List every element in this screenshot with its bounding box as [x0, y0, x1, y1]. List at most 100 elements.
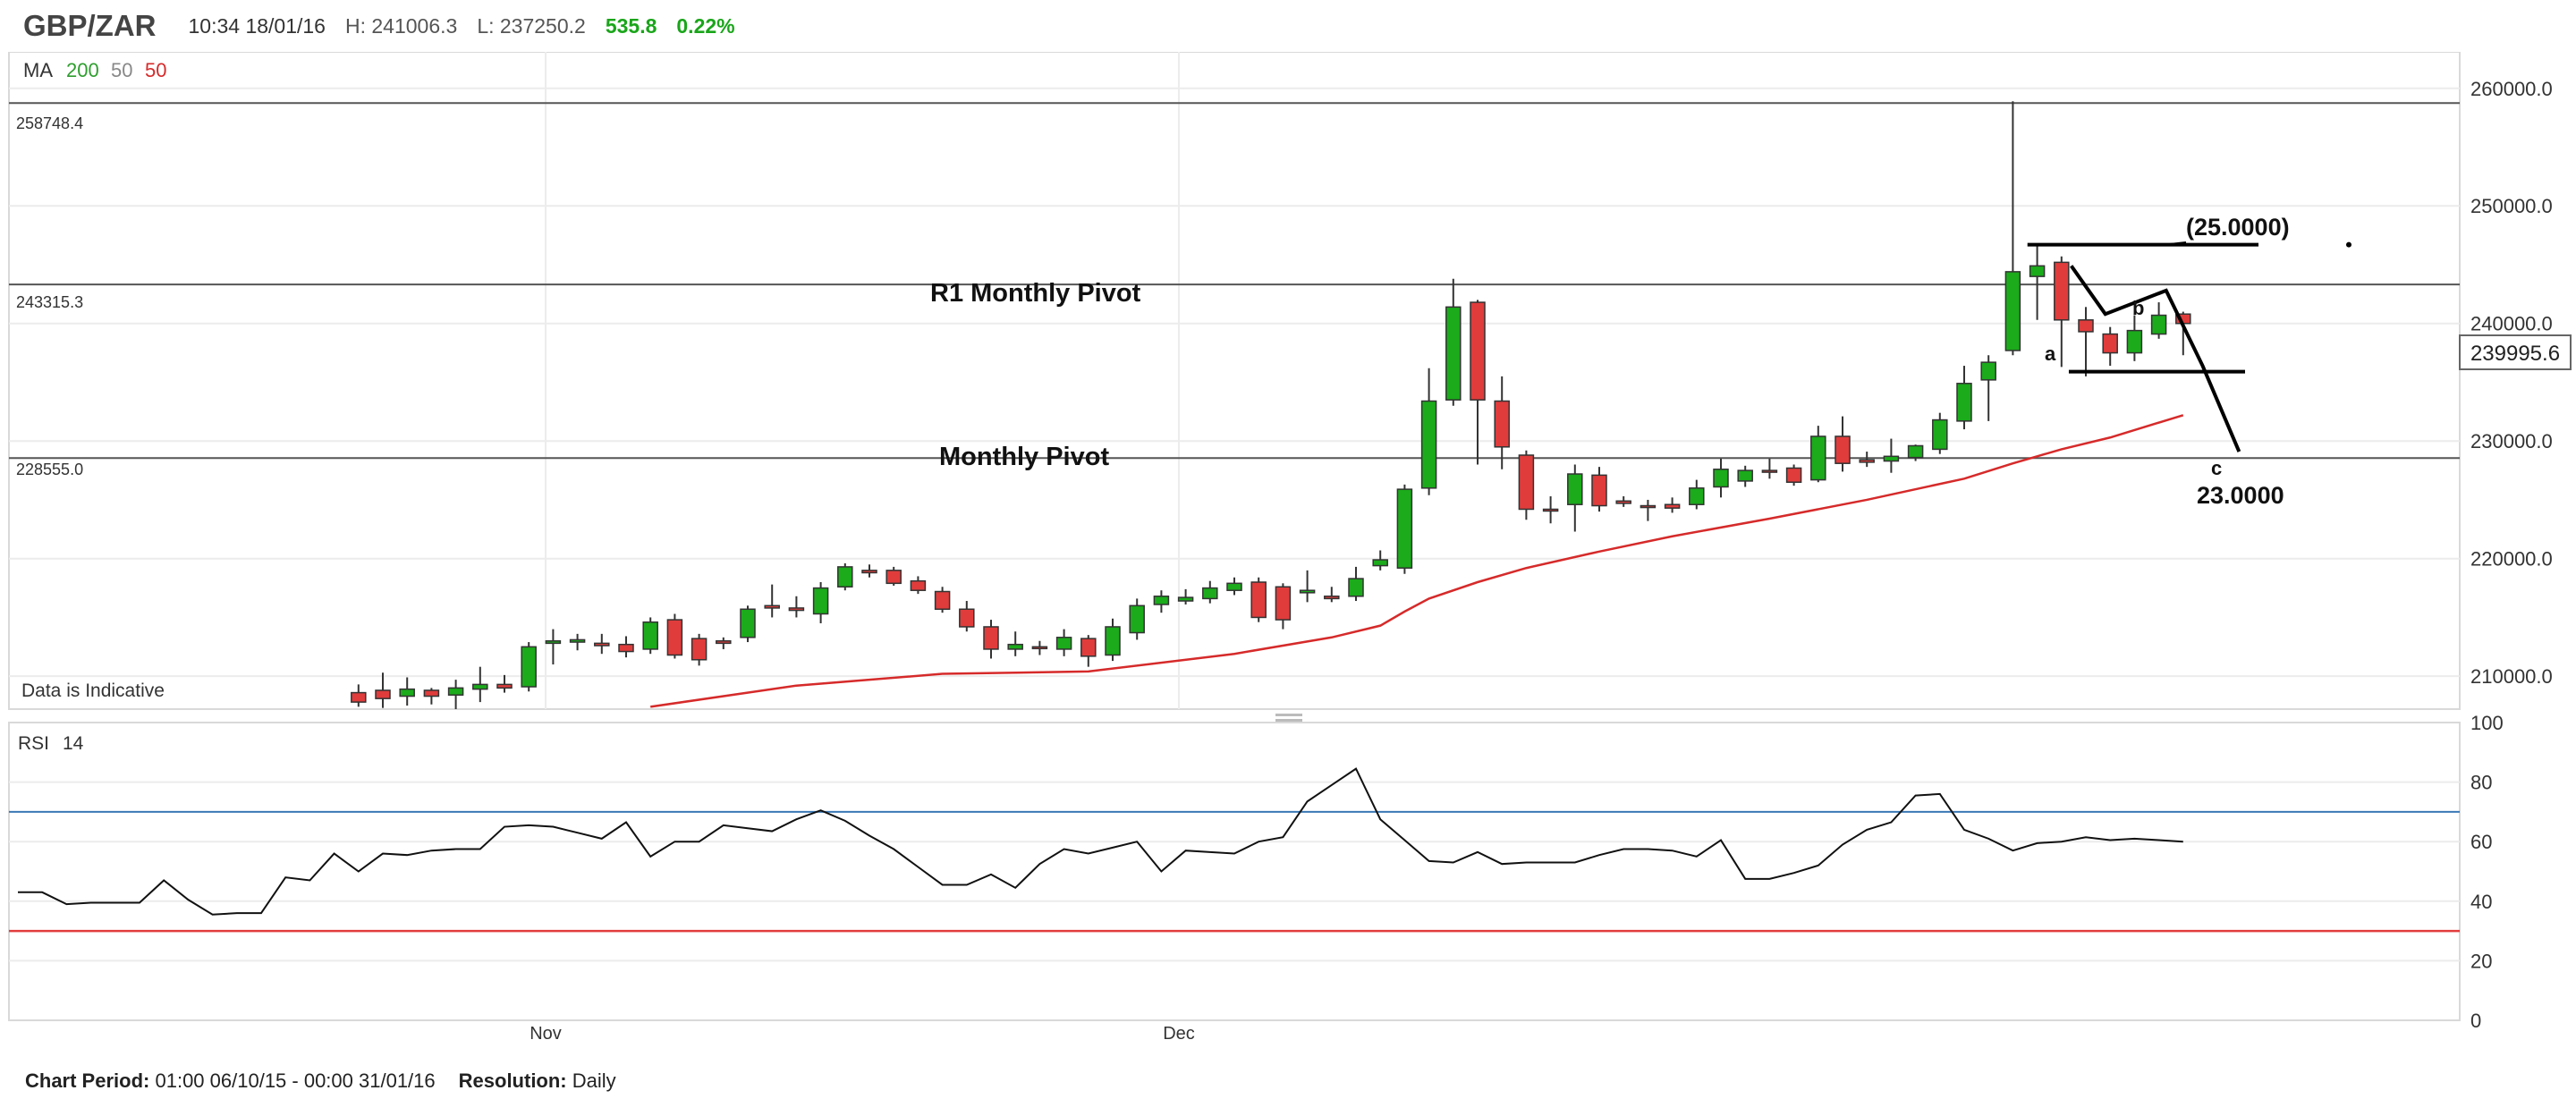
chart-footer: Chart Period: 01:00 06/10/15 - 00:00 31/… — [25, 1069, 616, 1093]
quote-high: H: 241006.3 — [344, 13, 458, 38]
candle-body — [1542, 508, 1559, 512]
candle-body — [1689, 487, 1705, 505]
wave-b-label: b — [2132, 297, 2144, 319]
candle-body — [1445, 306, 1462, 401]
candle-body — [1372, 559, 1388, 567]
candle-body — [642, 621, 658, 650]
candle-body — [1299, 589, 1316, 594]
candle-body — [1713, 469, 1729, 488]
chart-period: Chart Period: 01:00 06/10/15 - 00:00 31/… — [25, 1069, 436, 1093]
rsi-y-tick-60: 60 — [2470, 831, 2492, 853]
chart-period-label: Chart Period: — [25, 1069, 150, 1092]
quote-header: GBP/ZAR 10:34 18/01/16 H: 241006.3 L: 23… — [0, 0, 2576, 52]
y-tick-230000: 230000.0 — [2470, 430, 2553, 452]
candle-body — [983, 626, 999, 650]
rsi-y-tick-80: 80 — [2470, 772, 2492, 794]
candle-body — [1396, 488, 1413, 569]
monthly-pivot-label: Monthly Pivot — [939, 443, 1109, 471]
candle-body — [1785, 467, 1802, 483]
candle-body — [812, 587, 829, 615]
quote-timestamp: 10:34 18/01/16 — [188, 13, 326, 38]
candle-body — [1031, 646, 1048, 650]
wave-overlay — [2027, 241, 2351, 452]
candle-body — [423, 689, 440, 697]
candle-body — [959, 608, 975, 628]
y-tick-250000: 250000.0 — [2470, 195, 2553, 217]
candle-body — [1518, 454, 1535, 511]
candle-body — [1567, 473, 1583, 505]
candle-body — [1494, 400, 1510, 448]
candle-body — [1737, 469, 1753, 482]
rsi-panel-frame — [8, 722, 2461, 1021]
x-tick-nov: Nov — [530, 1024, 562, 1044]
upper-target-pointer — [2164, 241, 2187, 246]
candle-body — [447, 687, 464, 696]
candle-body — [2029, 265, 2046, 277]
rsi-series-line — [18, 767, 2183, 916]
candle-body — [666, 619, 683, 656]
candle-body — [1080, 638, 1097, 657]
candle-body — [351, 691, 367, 703]
candle-body — [1761, 469, 1778, 473]
candle-body — [1226, 582, 1242, 591]
y-tick-260000: 260000.0 — [2470, 78, 2553, 100]
ma-period-50-red: 50 — [145, 59, 166, 81]
rsi-line — [18, 767, 2183, 916]
candle-body — [861, 570, 877, 574]
y-tick-220000: 220000.0 — [2470, 548, 2553, 571]
rsi-period: 14 — [63, 733, 84, 754]
candle-body — [1810, 435, 1826, 481]
main-y-axis: 210000.0 220000.0 230000.0 240000.0 250000.0… — [2470, 78, 2553, 688]
candle-body — [1664, 503, 1681, 509]
candlesticks[interactable] — [351, 101, 2191, 709]
main-panel-frame — [8, 52, 2461, 710]
lower-target-label: 23.0000 — [2197, 482, 2284, 509]
moving-average — [650, 414, 2184, 708]
candle-body — [1640, 504, 1657, 509]
candle-body — [1859, 459, 1875, 463]
candle-body — [496, 683, 513, 689]
candle-body — [569, 638, 586, 643]
target-dot — [2346, 241, 2351, 248]
candle-body — [934, 590, 951, 610]
candle-body — [594, 642, 610, 647]
candle-body — [764, 604, 780, 609]
level-label-pivot: 228555.0 — [16, 461, 83, 478]
quote-change-pct: 0.22% — [676, 13, 735, 38]
symbol-title: GBP/ZAR — [23, 9, 157, 42]
candle-body — [1470, 301, 1486, 401]
level-label-r1: 243315.3 — [16, 293, 83, 311]
rsi-label: RSI — [18, 733, 49, 754]
candle-body — [716, 639, 732, 645]
wave-abc-path — [2070, 265, 2241, 452]
candle-body — [618, 643, 634, 653]
candle-body — [545, 639, 562, 645]
candle-body — [1202, 587, 1218, 600]
price-chart[interactable]: 210000.0 220000.0 230000.0 240000.0 250000.0… — [0, 52, 2576, 1069]
candle-body — [1907, 444, 1924, 459]
candle-body — [1007, 643, 1023, 650]
rsi-y-tick-40: 40 — [2470, 891, 2492, 913]
wave-c-label: c — [2211, 457, 2222, 479]
resolution: Resolution: Daily — [459, 1069, 616, 1093]
candle-body — [1275, 586, 1292, 621]
rsi-y-tick-100: 100 — [2470, 712, 2504, 734]
candle-body — [2126, 329, 2143, 354]
ma-label: MA — [23, 59, 53, 81]
ma-period-50-grey: 50 — [111, 59, 132, 81]
y-tick-210000: 210000.0 — [2470, 665, 2553, 688]
candle-body — [2054, 261, 2070, 321]
last-price-value: 239995.6 — [2470, 342, 2560, 366]
candle-body — [1835, 435, 1851, 464]
main-gridlines — [9, 52, 2460, 1020]
ma-50-line — [650, 414, 2184, 708]
candle-body — [1980, 361, 1996, 381]
candle-body — [788, 607, 805, 612]
candle-body — [2078, 319, 2094, 333]
candle-body — [521, 646, 537, 688]
candle-body — [1932, 418, 1948, 451]
r1-monthly-pivot-label: R1 Monthly Pivot — [930, 279, 1141, 308]
panel-resize-handle[interactable] — [1275, 714, 1302, 722]
x-tick-dec: Dec — [1163, 1024, 1195, 1044]
candle-body — [375, 689, 391, 699]
